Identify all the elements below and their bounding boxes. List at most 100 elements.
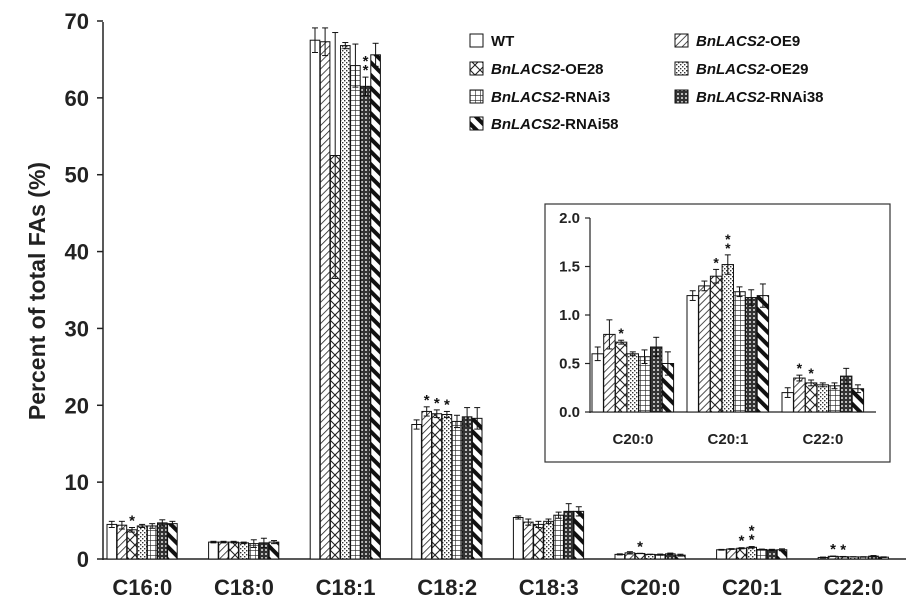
x-tick-label: C18:2 xyxy=(417,575,477,600)
y-tick-label: 30 xyxy=(65,316,89,341)
y-tick-label: 70 xyxy=(65,9,89,34)
inset-bar xyxy=(733,291,746,413)
significance-asterisk: * xyxy=(637,538,643,555)
x-tick-label: C18:1 xyxy=(316,575,376,600)
inset-y-tick-label: 1.0 xyxy=(559,307,580,324)
bar xyxy=(319,41,331,560)
inset-bar xyxy=(793,377,806,413)
inset-y-tick-label: 1.5 xyxy=(559,259,580,276)
x-tick-label: C16:0 xyxy=(112,575,172,600)
y-axis-ticks: 0 10 20 30 40 50 60 70 xyxy=(65,9,103,572)
bar xyxy=(726,548,737,560)
bar xyxy=(512,516,524,560)
bar xyxy=(218,541,229,560)
significance-asterisk: * xyxy=(363,62,369,79)
inset-y-tick-label: 0.5 xyxy=(559,356,580,373)
inset-bar xyxy=(828,385,841,413)
legend-label: BnLACS2-RNAi38 xyxy=(696,89,824,106)
legend-label: BnLACS2-RNAi3 xyxy=(491,89,610,106)
inset-bar xyxy=(626,353,639,413)
legend-swatch xyxy=(469,116,484,131)
bar xyxy=(553,514,564,560)
legend-swatch xyxy=(674,33,689,48)
inset-y-axis-ticks: 0.0 0.5 1.0 1.5 2.0 xyxy=(559,210,590,421)
x-tick-label: C20:0 xyxy=(620,575,680,600)
bar xyxy=(431,413,443,560)
inset-bar xyxy=(804,382,818,413)
significance-asterisk: * xyxy=(830,541,836,558)
inset-significance-asterisk: * xyxy=(713,254,719,270)
bar xyxy=(157,522,168,560)
legend-label: BnLACS2-OE29 xyxy=(696,61,809,78)
bar xyxy=(309,39,321,560)
significance-asterisk: * xyxy=(424,392,430,409)
legend-label: BnLACS2-OE28 xyxy=(491,61,604,78)
significance-asterisk: * xyxy=(739,533,745,550)
legend-swatch xyxy=(674,61,689,76)
significance-asterisk: * xyxy=(840,541,846,558)
legend-label: BnLACS2-OE9 xyxy=(696,33,800,50)
bar xyxy=(136,525,148,560)
bar xyxy=(268,541,280,560)
bar xyxy=(644,553,656,560)
bar xyxy=(746,546,758,560)
inset-bar xyxy=(638,356,651,413)
x-axis-labels: C16:0 C18:0 C18:1 C18:2 C18:3 C20:0 C20:1 C22:0 xyxy=(112,575,883,600)
inset-bar xyxy=(756,295,770,413)
inset-bar xyxy=(816,384,829,413)
x-tick-label: C18:0 xyxy=(214,575,274,600)
inset-bar xyxy=(721,264,734,413)
bar xyxy=(451,420,463,560)
inset-significance-asterisk: * xyxy=(797,360,803,376)
bar xyxy=(756,548,768,560)
significance-asterisk: * xyxy=(749,523,755,540)
bar xyxy=(736,547,747,560)
inset-significance-asterisk: * xyxy=(725,240,731,256)
y-tick-label: 60 xyxy=(65,86,89,111)
inset-y-tick-label: 2.0 xyxy=(559,210,580,227)
significance-asterisk: * xyxy=(129,512,135,529)
y-tick-label: 10 xyxy=(65,470,89,495)
legend-label: WT xyxy=(491,33,514,50)
bar xyxy=(573,510,585,560)
significance-asterisk: * xyxy=(444,396,450,413)
inset-significance-asterisk: * xyxy=(618,325,624,341)
inset-significance-asterisk: * xyxy=(808,365,814,381)
inset-bar xyxy=(686,295,699,413)
bar xyxy=(360,85,371,560)
inset-bar xyxy=(745,297,758,413)
inset-x-tick-label: C20:1 xyxy=(708,431,749,448)
bar xyxy=(533,523,544,560)
bar xyxy=(411,424,422,560)
inset-bars: ***** * xyxy=(591,231,865,413)
bar xyxy=(523,521,534,560)
inset-bar xyxy=(591,353,604,413)
inset-bar xyxy=(709,275,723,413)
legend-swatch xyxy=(674,89,689,104)
significance-asterisk: * xyxy=(363,53,369,70)
inset-bar xyxy=(614,341,628,413)
bar xyxy=(167,523,178,560)
x-tick-label: C18:3 xyxy=(519,575,579,600)
y-axis-title: Percent of total FAs (%) xyxy=(24,162,50,420)
y-tick-label: 0 xyxy=(77,547,89,572)
bar xyxy=(716,549,727,560)
bar xyxy=(146,525,158,560)
legend-swatch xyxy=(469,33,484,48)
bar xyxy=(116,524,128,560)
bar xyxy=(106,523,118,560)
bar xyxy=(766,549,778,560)
bar xyxy=(228,541,239,560)
significance-asterisk: * xyxy=(434,395,440,412)
inset-x-tick-label: C20:0 xyxy=(613,431,654,448)
bar xyxy=(421,410,432,560)
bar xyxy=(208,541,219,560)
y-tick-label: 20 xyxy=(65,393,89,418)
inset-significance-asterisk: * xyxy=(725,231,731,247)
bar xyxy=(471,417,483,560)
y-tick-label: 50 xyxy=(65,163,89,188)
bar xyxy=(340,45,351,560)
legend-label: BnLACS2-RNAi58 xyxy=(491,116,619,133)
bar xyxy=(370,54,381,560)
